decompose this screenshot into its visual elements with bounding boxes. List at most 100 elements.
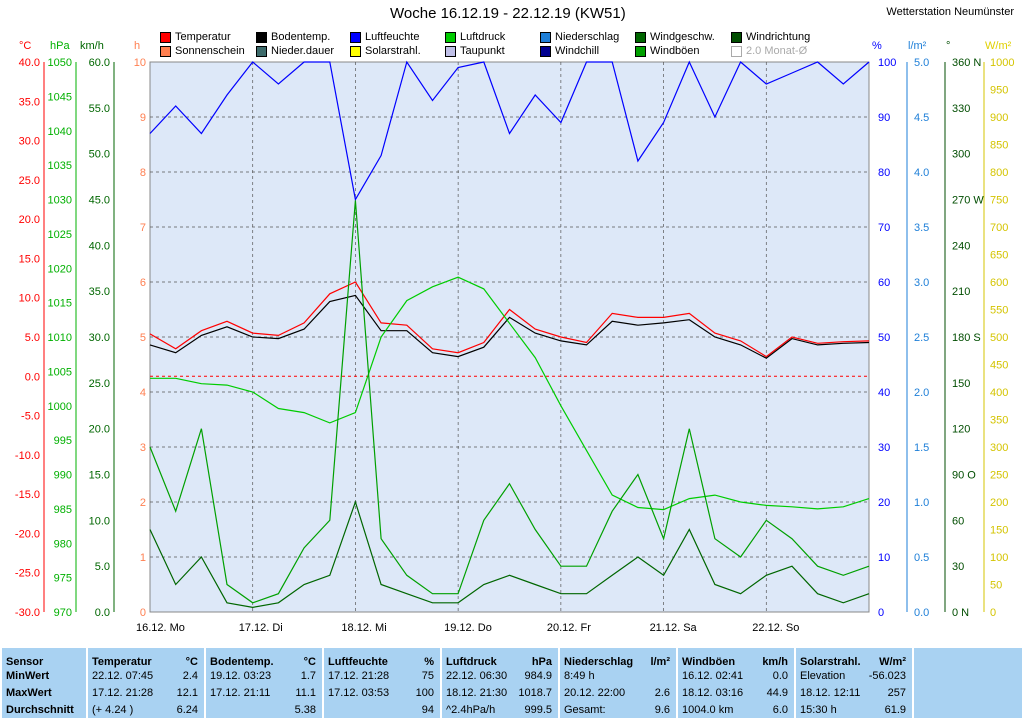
axis-tick-label: 300	[952, 149, 970, 161]
stats-value: 61.9	[884, 704, 906, 716]
stats-time: Elevation	[800, 670, 846, 682]
axis-tick-label: 400	[990, 387, 1008, 399]
legend-label: Sonnenschein	[175, 45, 245, 57]
axis-tick-label: 980	[54, 538, 72, 550]
stats-header: Niederschlag	[564, 656, 634, 668]
axis-tick-label: 2.0	[914, 387, 929, 399]
legend-swatch	[540, 31, 551, 43]
axis-tick-label: 3	[140, 442, 146, 454]
stats-value: 999.5	[524, 704, 552, 716]
axis-tick-label: 1010	[48, 332, 72, 344]
legend-item: Niederschlag	[540, 31, 619, 43]
axis-tick-label: 50.0	[89, 149, 110, 161]
axis-tick-label: 15.0	[19, 253, 40, 265]
stats-unit: °C	[185, 656, 198, 668]
legend-item: Temperatur	[160, 31, 231, 43]
stats-value: 257	[887, 687, 906, 699]
axis-unit-hpa: hPa	[50, 40, 70, 52]
axis-tick-label: 1	[140, 552, 146, 564]
stats-time: 19.12. 03:23	[210, 670, 272, 682]
axis-tick-label: 0	[140, 607, 146, 619]
axis-tick-label: 2	[140, 497, 146, 509]
legend-swatch	[350, 31, 361, 43]
legend-item: Solarstrahl.	[350, 45, 421, 57]
axis-tick-label: 30	[878, 442, 890, 454]
x-axis-label: 20.12. Fr	[547, 622, 591, 634]
axis-tick-label: 90	[878, 112, 890, 124]
stats-row-label: Durchschnitt	[6, 704, 74, 716]
axis-tick-label: 450	[990, 360, 1008, 372]
plot-area	[149, 61, 870, 613]
stats-value: 100	[415, 687, 434, 699]
legend-swatch	[635, 31, 646, 43]
stats-time: 18.12. 03:16	[682, 687, 744, 699]
legend-label: Solarstrahl.	[365, 45, 421, 57]
legend-item: Sonnenschein	[160, 45, 245, 57]
axis-tick-label: 270 W	[952, 195, 984, 207]
legend-swatch	[350, 45, 361, 57]
stats-time: 16.12. 02:41	[682, 670, 744, 682]
axis-tick-label: 850	[990, 140, 1008, 152]
axis-tick-label: 1030	[48, 195, 72, 207]
legend-item: Luftdruck	[445, 31, 505, 43]
axis-tick-label: 5.0	[914, 57, 929, 69]
axis-tick-label: 500	[990, 332, 1008, 344]
legend-swatch	[160, 45, 171, 57]
axis-unit-percent: %	[872, 40, 882, 52]
axis-unit-celsius: °C	[19, 40, 32, 52]
axis-tick-label: 250	[990, 470, 1008, 482]
stats-value: 2.4	[182, 670, 198, 682]
legend-item: Windböen	[635, 45, 700, 57]
stats-row-label: MinWert	[6, 670, 50, 682]
axis-tick-label: 90 O	[952, 470, 976, 482]
stats-col-bodentemp: Bodentemp. °C 19.12. 03:23 1.7 17.12. 21:1…	[206, 648, 322, 718]
stats-value: 9.6	[654, 704, 670, 716]
axis-tick-label: 1005	[48, 366, 72, 378]
stats-time: 17.12. 21:28	[328, 670, 390, 682]
axis-unit-kmh: km/h	[80, 40, 104, 52]
axis-tick-label: 210	[952, 286, 970, 298]
legend-label: Luftfeuchte	[365, 31, 420, 43]
axis-tick-label: 4.5	[914, 112, 929, 124]
chart-title: Woche 16.12.19 - 22.12.19 (KW51)	[390, 5, 626, 22]
legend-label: Niederschlag	[555, 31, 620, 43]
axis-tick-label: 60	[952, 515, 964, 527]
axis-tick-label: 9	[140, 112, 146, 124]
legend-item: Windchill	[540, 45, 599, 57]
axis-tick-label: 1035	[48, 160, 72, 172]
stats-unit: W/m²	[879, 656, 906, 668]
stats-value: 44.9	[766, 687, 788, 699]
axis-tick-label: 550	[990, 305, 1008, 317]
axis-tick-label: 7	[140, 222, 146, 234]
axis-tick-label: 1025	[48, 229, 72, 241]
stats-value: 1018.7	[518, 687, 552, 699]
stats-col-empty	[914, 648, 1022, 718]
x-axis-label: 22.12. So	[752, 622, 799, 634]
axis-tick-label: 45.0	[89, 195, 110, 207]
axis-tick-label: 70	[878, 222, 890, 234]
stats-header: Luftfeuchte	[328, 656, 388, 668]
axis-tick-label: 3.0	[914, 277, 929, 289]
stats-value: 12.1	[176, 687, 198, 699]
legend-swatch	[256, 31, 267, 43]
stats-time: 22.12. 07:45	[92, 670, 154, 682]
axis-tick-label: 0 N	[952, 607, 969, 619]
axis-tick-label: 300	[990, 442, 1008, 454]
series-line-windgeschw	[149, 500, 870, 609]
stats-value: -56.023	[868, 670, 906, 682]
stats-value: 6.24	[176, 704, 198, 716]
axis-tick-label: 150	[952, 378, 970, 390]
stats-time: 8:49 h	[564, 670, 595, 682]
axis-tick-label: 3.5	[914, 222, 929, 234]
axis-unit-lm2: l/m²	[908, 40, 927, 52]
axis-tick-label: 600	[990, 277, 1008, 289]
legend-swatch	[731, 45, 742, 57]
stats-time: 20.12. 22:00	[564, 687, 626, 699]
x-axis-label: 17.12. Di	[239, 622, 283, 634]
axis-tick-label: 15.0	[89, 470, 110, 482]
axis-tick-label: 900	[990, 112, 1008, 124]
x-axis-label: 16.12. Mo	[136, 622, 185, 634]
axis-tick-label: 0.0	[25, 371, 40, 383]
axis-tick-label: -10.0	[15, 450, 40, 462]
legend-item: Luftfeuchte	[350, 31, 419, 43]
